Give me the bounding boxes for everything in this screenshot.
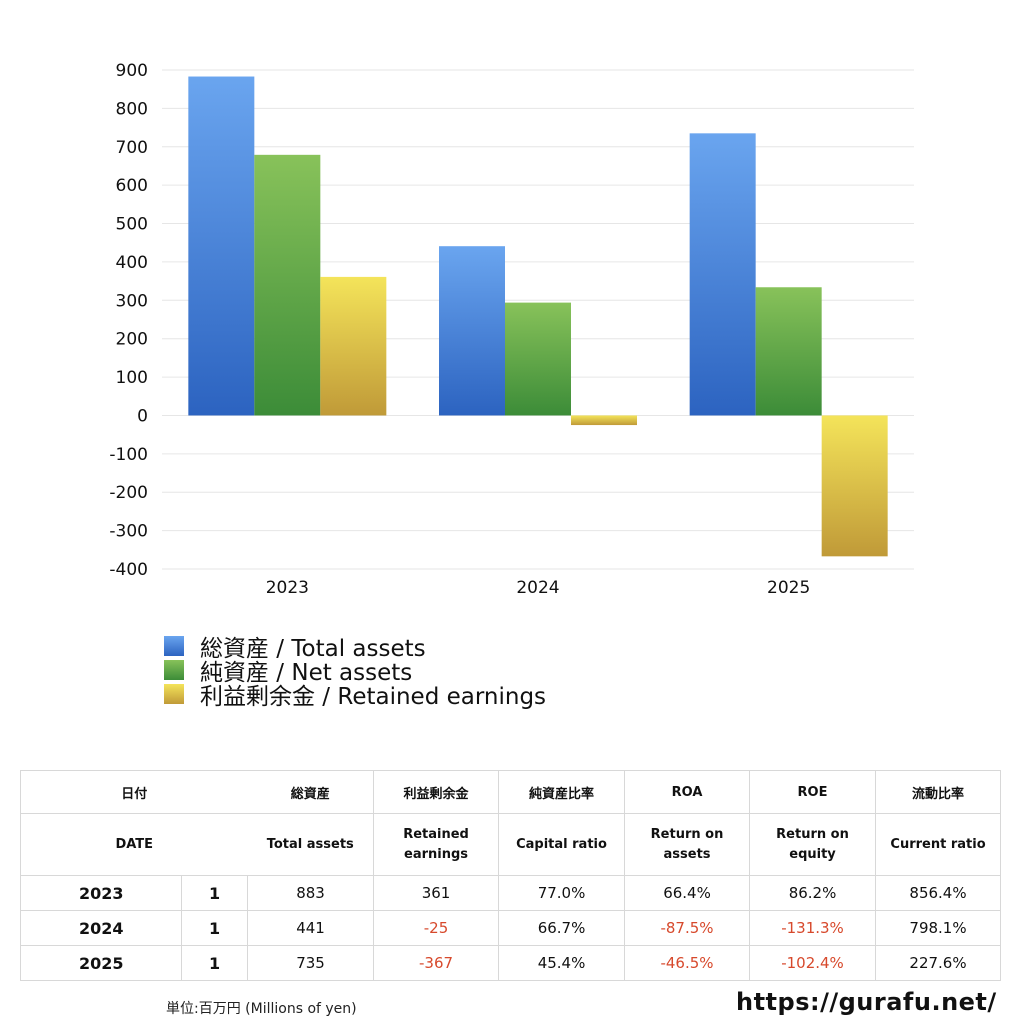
y-tick-label: 100 <box>116 368 148 388</box>
row-roe: -131.3% <box>749 910 877 946</box>
x-axis-ticks: 2023 2024 2025 <box>266 578 811 598</box>
bar-retained-earnings <box>320 276 387 416</box>
header-roe-en: Return on equity <box>749 813 877 876</box>
header-roa-en-line2: assets <box>663 846 711 862</box>
row-year: 2025 <box>20 945 182 981</box>
header-roa-jp: ROA <box>624 770 751 814</box>
bar-total-assets <box>689 133 756 416</box>
header-retained-jp: 利益剰余金 <box>373 770 500 814</box>
row-month: 1 <box>180 875 249 911</box>
y-tick-label: -100 <box>109 445 148 465</box>
bar-total-assets <box>439 246 505 416</box>
header-retained-en: Retained earnings <box>373 813 500 876</box>
row-capital-ratio: 66.7% <box>498 910 626 946</box>
row-retained-earnings: -25 <box>373 910 500 946</box>
legend-swatch-total-assets <box>164 636 184 656</box>
header-roe-jp: ROE <box>749 770 877 814</box>
table-row: 2024 1 441 -25 66.7% -87.5% -131.3% 798.… <box>20 910 1002 946</box>
legend-label-net-assets: 純資産 / Net assets <box>200 660 413 686</box>
legend-label-retained-earnings: 利益剰余金 / Retained earnings <box>200 684 547 710</box>
legend-swatch-retained-earnings <box>164 684 184 704</box>
header-roa-en: Return on assets <box>624 813 751 876</box>
row-total-assets: 441 <box>247 910 375 946</box>
row-roa: -46.5% <box>624 945 751 981</box>
row-month: 1 <box>180 910 249 946</box>
x-tick-label: 2024 <box>516 578 559 598</box>
row-current-ratio: 798.1% <box>875 910 1002 946</box>
bars <box>188 76 888 557</box>
header-current-ratio-jp: 流動比率 <box>875 770 1002 814</box>
legend-item-net-assets: 純資産 / Net assets <box>164 658 546 686</box>
chart-legend: 総資産 / Total assets 純資産 / Net assets 利益剰余… <box>164 634 546 710</box>
legend-swatch-net-assets <box>164 660 184 680</box>
header-retained-en-line1: Retained <box>403 826 469 842</box>
row-current-ratio: 227.6% <box>875 945 1002 981</box>
table-header-en: DATE Total assets Retained earnings Capit… <box>19 813 1002 876</box>
table-header-jp: 日付 総資産 利益剰余金 純資産比率 ROA ROE 流動比率 <box>19 770 1002 814</box>
unit-note: 単位:百万円 (Millions of yen) <box>166 1001 357 1017</box>
financial-table: 日付 総資産 利益剰余金 純資産比率 ROA ROE 流動比率 DATE Tot… <box>19 770 1002 981</box>
y-tick-label: -400 <box>109 560 148 580</box>
y-tick-label: 600 <box>116 176 148 196</box>
bar-total-assets <box>188 76 255 416</box>
y-tick-label: 0 <box>137 406 148 426</box>
row-roe: -102.4% <box>749 945 877 981</box>
row-year: 2023 <box>20 875 182 911</box>
legend-item-retained-earnings: 利益剰余金 / Retained earnings <box>164 682 546 710</box>
x-tick-label: 2025 <box>767 578 810 598</box>
bar-retained-earnings <box>821 415 888 557</box>
row-year: 2024 <box>20 910 182 946</box>
row-capital-ratio: 77.0% <box>498 875 626 911</box>
header-total-assets-en: Total assets <box>247 813 375 876</box>
header-capital-ratio-en: Capital ratio <box>498 813 626 876</box>
legend-item-total-assets: 総資産 / Total assets <box>164 634 546 662</box>
x-tick-label: 2023 <box>266 578 309 598</box>
header-current-ratio-en: Current ratio <box>875 813 1002 876</box>
y-tick-label: 800 <box>116 99 148 119</box>
row-roa: -87.5% <box>624 910 751 946</box>
y-tick-label: 700 <box>116 138 148 158</box>
header-retained-en-line2: earnings <box>404 846 469 862</box>
site-url[interactable]: https://gurafu.net/ <box>736 988 997 1016</box>
y-tick-label: 200 <box>116 330 148 350</box>
bar-retained-earnings <box>571 415 637 426</box>
row-retained-earnings: 361 <box>373 875 500 911</box>
row-retained-earnings: -367 <box>373 945 500 981</box>
y-axis-ticks: 900 800 700 600 500 400 300 200 100 0 -100 -200 -300… <box>109 61 148 580</box>
y-tick-label: 400 <box>116 253 148 273</box>
y-tick-label: -300 <box>109 522 148 542</box>
row-month: 1 <box>180 945 249 981</box>
table-row: 2025 1 735 -367 45.4% -46.5% -102.4% 227… <box>20 945 1002 981</box>
bar-net-assets <box>755 287 822 416</box>
header-capital-ratio-jp: 純資産比率 <box>498 770 626 814</box>
header-date-en: DATE <box>19 813 248 876</box>
row-total-assets: 735 <box>247 945 375 981</box>
bar-net-assets <box>254 154 321 416</box>
y-tick-label: 900 <box>116 61 148 81</box>
header-roa-en-line1: Return on <box>650 826 724 842</box>
header-roe-en-line2: equity <box>789 846 836 862</box>
header-date-jp: 日付 <box>19 770 248 814</box>
row-roe: 86.2% <box>749 875 877 911</box>
bar-chart: 900 800 700 600 500 400 300 200 100 0 -100 -200 -300… <box>109 61 914 598</box>
y-tick-label: -200 <box>109 483 148 503</box>
bar-net-assets <box>505 302 571 416</box>
row-capital-ratio: 45.4% <box>498 945 626 981</box>
legend-label-total-assets: 総資産 / Total assets <box>200 636 426 662</box>
y-tick-label: 500 <box>116 215 148 235</box>
y-tick-label: 300 <box>116 291 148 311</box>
row-total-assets: 883 <box>247 875 375 911</box>
table-row: 2023 1 883 361 77.0% 66.4% 86.2% 856.4% <box>20 875 1002 911</box>
header-roe-en-line1: Return on <box>776 826 849 842</box>
row-current-ratio: 856.4% <box>875 875 1002 911</box>
row-roa: 66.4% <box>624 875 751 911</box>
header-total-assets-jp: 総資産 <box>247 770 375 814</box>
